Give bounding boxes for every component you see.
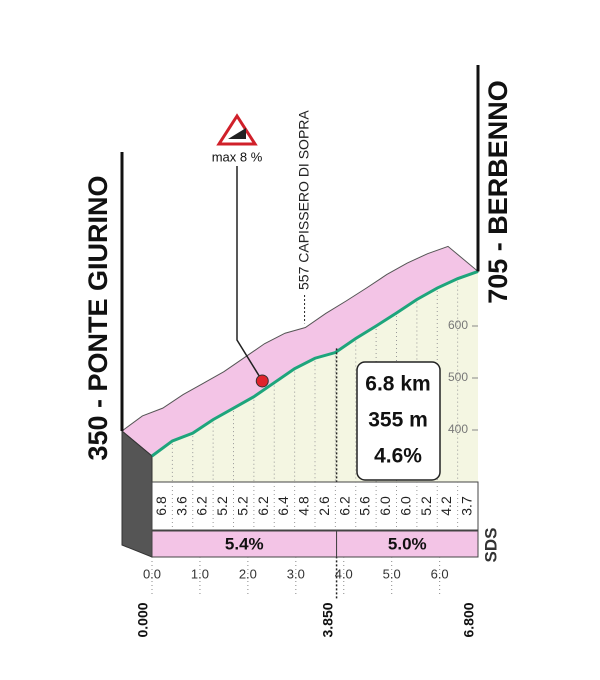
summary-box <box>356 361 441 481</box>
segment-gradient: 3.6 <box>173 496 189 516</box>
summary-text: 4.6% <box>374 445 422 468</box>
x-tick-label: 6.0 <box>431 566 449 581</box>
y-tick-label: 600 <box>448 318 468 332</box>
segment-gradient: 2.6 <box>316 496 332 516</box>
segment-gradient: 4.2 <box>438 496 454 516</box>
max-gradient-dot <box>255 374 269 388</box>
profile-line <box>151 269 479 458</box>
segment-gradient: 5.2 <box>234 496 250 516</box>
end-label: 705 - BERBENNO <box>483 80 513 304</box>
segment-gradient: 6.2 <box>336 496 352 516</box>
x-tick-label: 2.0 <box>239 566 257 581</box>
segment-gradient: 5.6 <box>357 496 373 516</box>
y-tick-label: 400 <box>448 422 468 436</box>
average-label: 5.0% <box>388 534 427 553</box>
y-tick-label: 500 <box>448 370 468 384</box>
max-gradient-label: max 8 % <box>212 149 263 164</box>
segment-gradient: 6.8 <box>153 496 169 516</box>
summary-text: 355 m <box>368 409 428 432</box>
waypoint-label: 557 CAPISSERO DI SOPRA <box>295 110 311 290</box>
average-label: 5.4% <box>225 534 264 553</box>
x-tick-label: 4.0 <box>335 566 353 581</box>
max-sign <box>216 113 258 146</box>
km-marker-label: 0.000 <box>135 602 151 637</box>
segment-gradient: 6.2 <box>255 496 271 516</box>
x-tick-label: 0.0 <box>143 566 161 581</box>
segment-gradient: 5.2 <box>214 496 230 516</box>
average-bar <box>151 530 338 558</box>
km-marker-label: 6.800 <box>461 602 477 637</box>
segment-gradient: 6.0 <box>377 496 393 516</box>
segment-gradient: 6.0 <box>397 496 413 516</box>
x-tick-label: 1.0 <box>191 566 209 581</box>
max-sign-icon <box>228 128 246 139</box>
segment-gradient: 6.2 <box>194 496 210 516</box>
segment-gradient: 4.8 <box>296 496 312 516</box>
x-tick-label: 5.0 <box>383 566 401 581</box>
average-bar <box>336 530 479 558</box>
summary-text: 6.8 km <box>365 373 430 396</box>
km-marker-label: 3.850 <box>319 602 335 637</box>
segment-gradient: 6.4 <box>275 496 291 516</box>
max-pointer <box>236 166 263 382</box>
logo: SDS <box>481 528 500 563</box>
start-label: 350 - PONTE GIURINO <box>83 175 113 460</box>
segment-gradient: 3.7 <box>459 496 475 516</box>
segment-gradient: 5.2 <box>418 496 434 516</box>
x-tick-label: 3.0 <box>287 566 305 581</box>
